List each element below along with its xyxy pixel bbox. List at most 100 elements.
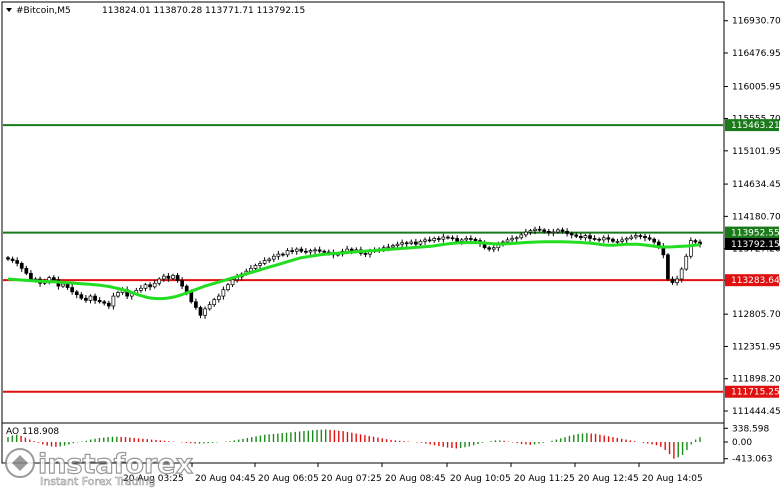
bear-candle bbox=[290, 250, 294, 252]
bull-candle bbox=[441, 236, 446, 240]
bull-candle bbox=[139, 287, 143, 291]
bear-candle bbox=[578, 235, 583, 239]
watermark-brand: instaforex bbox=[38, 449, 193, 480]
current-price-label: 113792.15 bbox=[731, 240, 780, 250]
level-label: 113952.55 bbox=[731, 229, 780, 239]
bear-candle bbox=[10, 258, 15, 261]
bull-candle bbox=[551, 231, 556, 234]
bear-candle bbox=[560, 229, 565, 232]
bull-candle bbox=[491, 247, 496, 250]
bear-candle bbox=[317, 249, 322, 252]
bull-candle bbox=[203, 308, 207, 316]
level-lines bbox=[3, 124, 723, 393]
bear-candle bbox=[363, 253, 368, 255]
bull-candle bbox=[395, 243, 400, 246]
bull-candle bbox=[464, 238, 469, 241]
bear-candle bbox=[446, 236, 450, 239]
bull-candle bbox=[519, 234, 524, 239]
price-tick-label: 112351.95 bbox=[732, 342, 781, 352]
bull-candle bbox=[230, 279, 235, 286]
bull-candle bbox=[633, 235, 638, 238]
bear-candle bbox=[74, 291, 79, 296]
bull-candle bbox=[615, 240, 620, 243]
time-axis: 20 Aug 03:25 20 Aug 04:45 20 Aug 06:05 20 A… bbox=[119, 463, 703, 484]
bear-candle bbox=[79, 294, 84, 299]
bull-candle bbox=[629, 236, 634, 239]
bull-candle bbox=[684, 255, 689, 270]
bear-candle bbox=[29, 272, 33, 281]
bull-candle bbox=[583, 235, 588, 239]
dropdown-triangle-icon[interactable] bbox=[6, 8, 12, 12]
ao-axis: 338.598 0.00 -413.063 bbox=[724, 424, 772, 465]
bull-candle bbox=[679, 268, 684, 280]
bull-candle bbox=[262, 260, 267, 264]
bear-candle bbox=[281, 253, 285, 256]
bear-candle bbox=[455, 238, 459, 242]
bull-candle bbox=[111, 295, 116, 307]
bull-candle bbox=[432, 238, 437, 241]
bull-candle bbox=[226, 284, 230, 291]
bull-candle bbox=[216, 295, 221, 300]
bull-candle bbox=[212, 299, 217, 305]
bull-candle bbox=[514, 237, 519, 240]
bull-candle bbox=[505, 239, 510, 243]
bear-candle bbox=[19, 263, 24, 269]
bear-candle bbox=[106, 302, 111, 307]
time-tick-label: 20 Aug 04:45 bbox=[195, 474, 256, 484]
bull-candle bbox=[258, 263, 262, 266]
bear-candle bbox=[299, 248, 304, 252]
instaforex-logo: instaforex Instant Forex Trading bbox=[5, 448, 194, 488]
ao-panel-frame bbox=[1, 422, 725, 464]
symbol-label: #Bitcoin,M5 bbox=[16, 6, 71, 16]
price-tick-label: 116476.95 bbox=[732, 49, 781, 59]
bear-candle bbox=[84, 297, 88, 301]
bull-candle bbox=[271, 255, 276, 260]
bear-candle bbox=[473, 238, 478, 241]
bear-candle bbox=[542, 229, 547, 232]
bull-candle bbox=[171, 275, 175, 279]
bull-candle bbox=[61, 283, 65, 287]
bear-candle bbox=[574, 234, 579, 237]
bear-candle bbox=[565, 231, 569, 234]
bull-candle bbox=[253, 265, 258, 269]
bear-candle bbox=[487, 247, 492, 250]
bull-candle bbox=[418, 240, 423, 245]
price-tick-label: 116930.70 bbox=[732, 17, 781, 27]
bear-candle bbox=[693, 240, 698, 243]
price-axis: 116930.70116476.95116005.95115555.701151… bbox=[724, 17, 781, 417]
bull-candle bbox=[285, 250, 290, 256]
bear-candle bbox=[588, 235, 592, 239]
level-label-box bbox=[725, 119, 779, 132]
ao-tick-label: 0.00 bbox=[732, 438, 752, 448]
bull-candle bbox=[620, 239, 624, 242]
bear-candle bbox=[546, 231, 551, 234]
bull-candle bbox=[116, 292, 120, 297]
bear-candle bbox=[611, 238, 615, 242]
level-label: 111715.25 bbox=[731, 388, 780, 398]
time-tick-label: 20 Aug 03:25 bbox=[123, 474, 184, 484]
bear-candle bbox=[597, 238, 602, 241]
bear-candle bbox=[102, 301, 107, 304]
bear-candle bbox=[698, 241, 702, 245]
time-tick-label: 20 Aug 07:25 bbox=[321, 474, 382, 484]
bear-candle bbox=[175, 275, 180, 281]
bear-candle bbox=[189, 291, 194, 303]
bear-candle bbox=[670, 278, 675, 283]
bear-candle bbox=[592, 238, 597, 240]
bear-candle bbox=[643, 235, 647, 239]
level-label-box bbox=[725, 226, 779, 239]
level-label: 113283.64 bbox=[731, 276, 780, 286]
bull-candle bbox=[528, 230, 533, 233]
bull-candle bbox=[688, 240, 693, 257]
price-tick-label: 112805.70 bbox=[732, 310, 781, 320]
bear-candle bbox=[606, 237, 611, 240]
bear-candle bbox=[24, 267, 29, 274]
bear-candle bbox=[93, 295, 97, 301]
bear-candle bbox=[638, 235, 643, 237]
bear-candle bbox=[647, 237, 652, 240]
ao-indicator-label: AO 118.908 bbox=[6, 427, 59, 437]
bull-candle bbox=[601, 237, 606, 241]
bull-candle bbox=[400, 242, 404, 245]
